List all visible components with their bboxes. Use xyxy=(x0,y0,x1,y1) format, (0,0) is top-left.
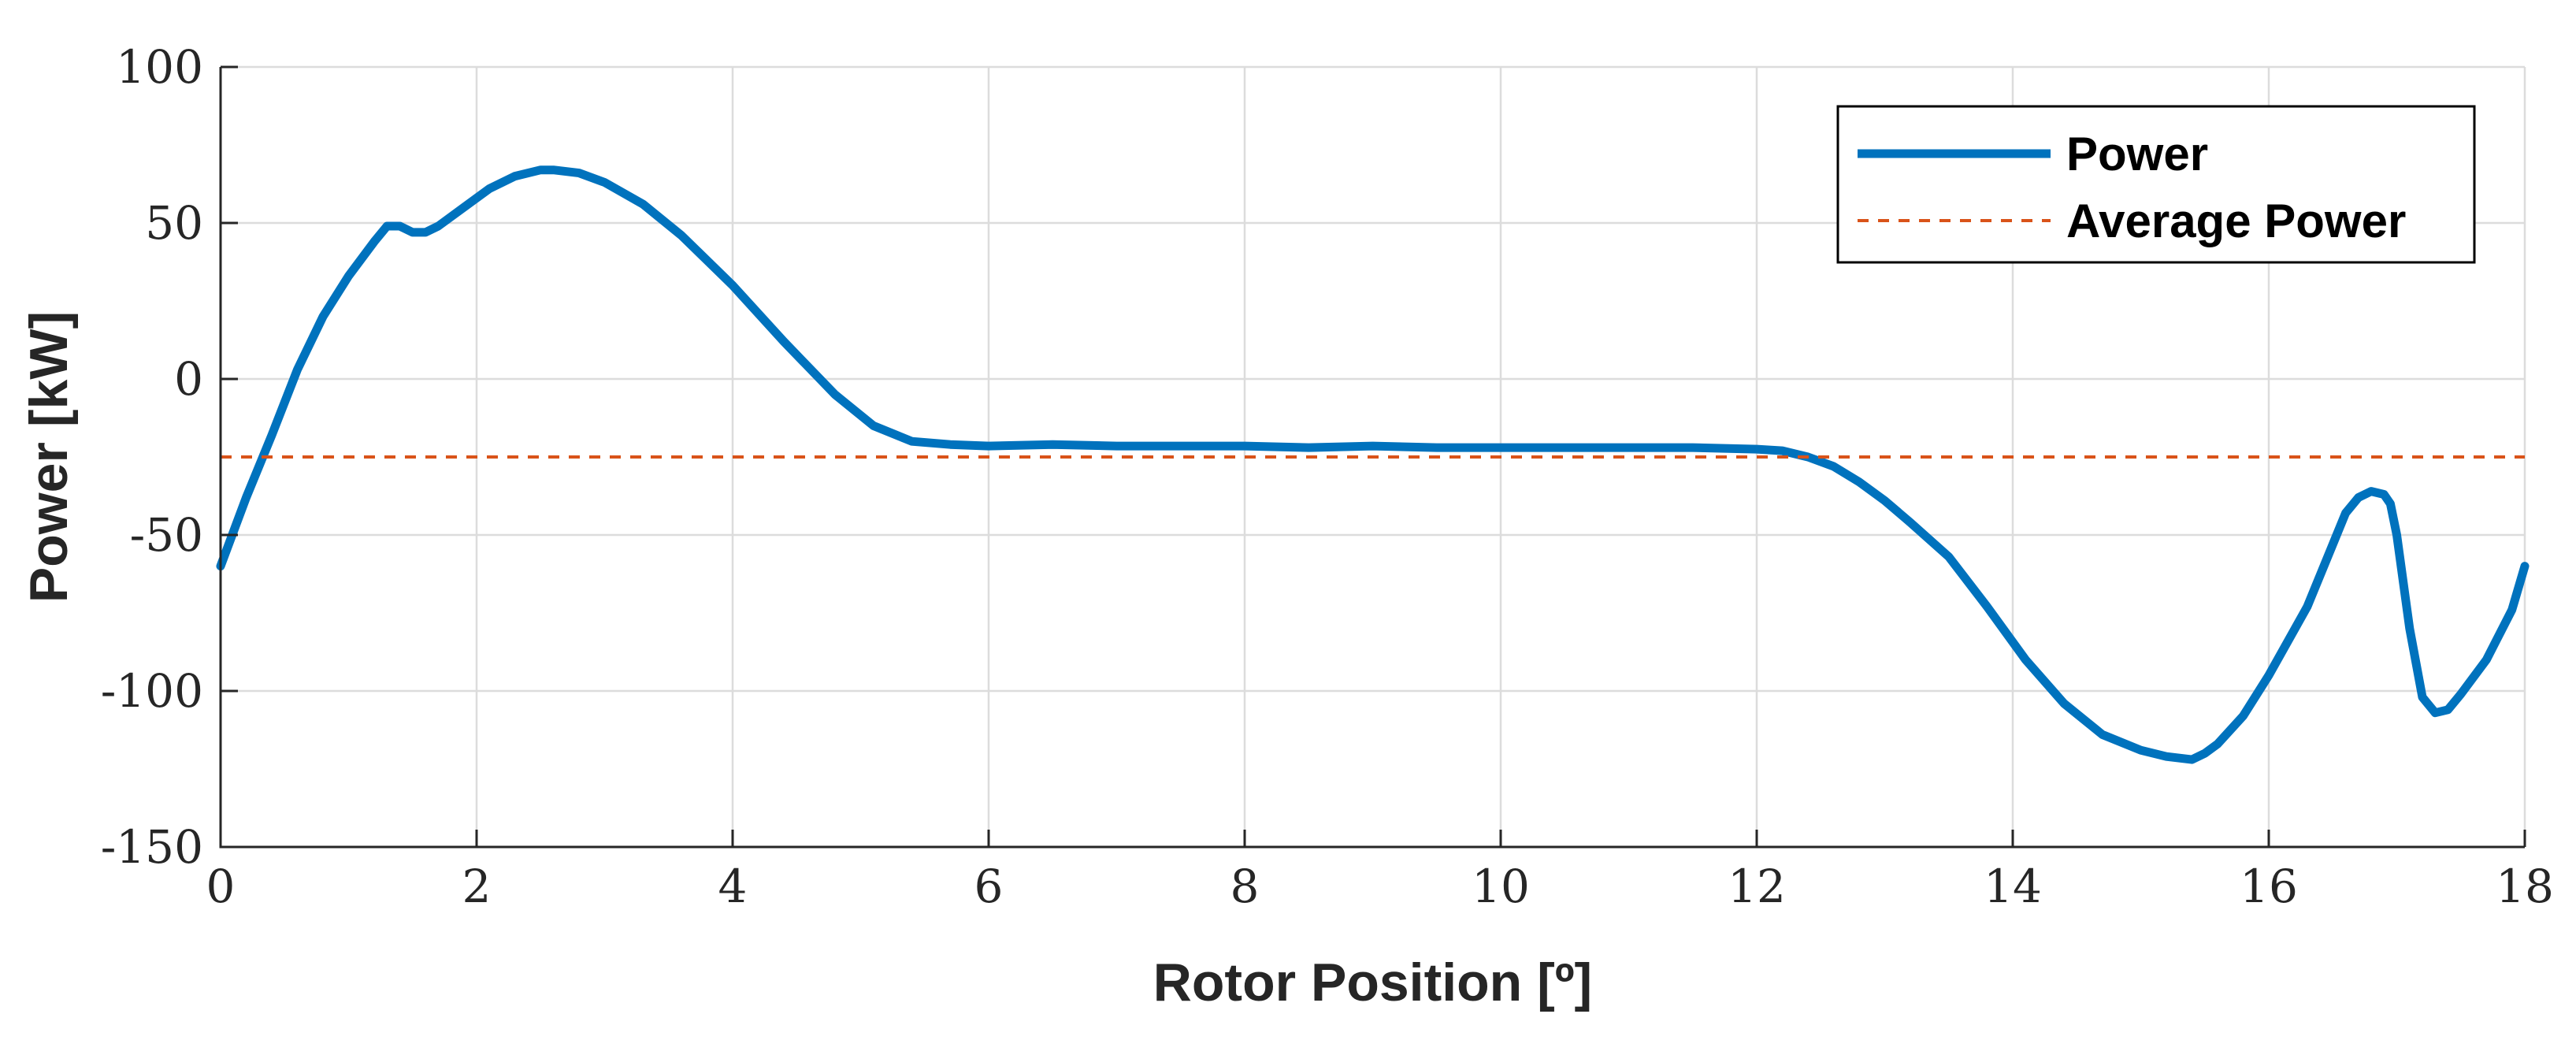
y-axis-label: Power [kW] xyxy=(19,311,79,603)
x-tick-label: 6 xyxy=(974,860,1004,913)
x-tick-label: 16 xyxy=(2240,860,2298,913)
x-tick-label: 10 xyxy=(1472,860,1530,913)
y-tick-label: 50 xyxy=(145,196,203,250)
y-tick-label: 100 xyxy=(116,40,203,94)
x-tick-label: 2 xyxy=(462,860,492,913)
y-tick-label: 0 xyxy=(174,352,203,406)
x-tick-label: 18 xyxy=(2496,860,2554,913)
legend-label-average-power: Average Power xyxy=(2066,195,2406,247)
y-tick-label: -150 xyxy=(101,820,203,874)
x-axis-label: Rotor Position [º] xyxy=(1153,953,1592,1012)
series-line-power xyxy=(216,165,2530,764)
series-group xyxy=(216,165,2530,764)
x-tick-label: 4 xyxy=(718,860,748,913)
legend-box xyxy=(1836,105,2476,264)
x-tick-label: 12 xyxy=(1728,860,1786,913)
x-tick-label: 8 xyxy=(1230,860,1260,913)
legend: Power Average Power xyxy=(1836,105,2476,264)
tick-labels: 0 2 4 6 8 10 12 14 16 18 100 50 0 -50 -100 -150 xyxy=(101,40,2554,913)
axes xyxy=(219,65,2526,849)
y-tick-label: -100 xyxy=(101,664,203,718)
legend-label-power: Power xyxy=(2066,128,2208,180)
x-tick-label: 14 xyxy=(1984,860,2042,913)
y-tick-label: -50 xyxy=(130,508,203,562)
x-tick-label: 0 xyxy=(206,860,236,913)
